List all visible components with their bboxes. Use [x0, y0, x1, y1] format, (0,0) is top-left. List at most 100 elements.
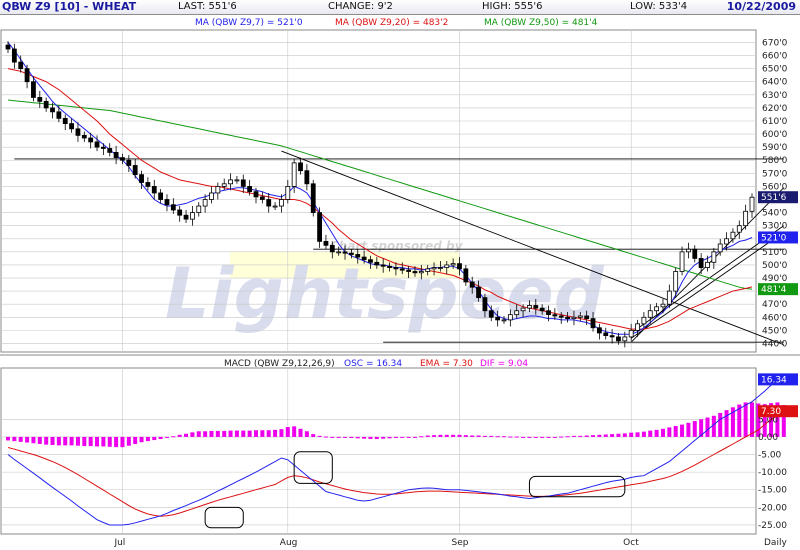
candle-body — [533, 305, 539, 309]
dif-bar — [591, 435, 596, 437]
candle-body — [31, 81, 36, 98]
dif-bar — [432, 435, 437, 437]
candle-body — [590, 318, 596, 329]
dif-bar — [514, 436, 519, 438]
candle-body — [234, 179, 240, 182]
dif-bar — [667, 427, 672, 437]
candle-body — [5, 44, 11, 50]
candle-body — [279, 199, 284, 207]
candle-body — [342, 251, 348, 254]
macd-tick-label: -10.00 — [758, 468, 787, 478]
dif-bar — [88, 436, 93, 447]
macd-grid — [1, 368, 756, 534]
price-grid — [1, 30, 756, 352]
candle-body — [164, 199, 170, 206]
candle-body — [412, 271, 418, 274]
dif-bar — [285, 427, 290, 437]
candle-body — [539, 307, 545, 312]
price-value-tag — [758, 283, 798, 296]
candle-body — [520, 307, 526, 312]
candle-body — [291, 162, 297, 187]
dif-bar — [50, 436, 55, 446]
macd-pane-frame — [0, 367, 757, 535]
dif-bar — [540, 436, 545, 438]
dif-bar — [476, 435, 481, 437]
osc-line — [7, 379, 778, 526]
macd-tick-label: -15.00 — [758, 486, 787, 496]
dif-bar — [419, 436, 424, 438]
candle-body — [43, 100, 49, 109]
macd-value-tag — [758, 405, 798, 418]
price-tick-label: 580'0 — [762, 156, 788, 166]
price-tick-label: 670'0 — [762, 38, 788, 48]
candle-body — [660, 303, 666, 308]
dif-bar — [381, 436, 386, 439]
candle-body — [711, 251, 717, 263]
price-tick-label: 640'0 — [762, 78, 788, 88]
candle-body — [126, 159, 132, 166]
dif-bar — [387, 436, 392, 439]
dif-bar — [139, 436, 144, 443]
trend-line — [630, 225, 785, 334]
dif-bar — [769, 403, 774, 437]
dif-bar — [317, 435, 322, 437]
dif-bar — [718, 412, 723, 437]
price-value-label: 521'0 — [761, 233, 787, 243]
candle-body — [450, 263, 456, 266]
dif-bar — [654, 429, 659, 437]
dif-bar — [311, 434, 316, 437]
dif-bar — [457, 434, 462, 437]
dif-bar — [463, 435, 468, 437]
candle-body — [368, 259, 373, 263]
dif-bar — [451, 434, 456, 437]
dif-bar — [234, 430, 239, 437]
low-value: LOW: 533'4 — [630, 1, 688, 12]
dif-bar — [502, 436, 506, 438]
dif-bar — [349, 436, 354, 438]
candle-body — [81, 134, 87, 139]
candle-body — [654, 306, 660, 312]
macd-value-label: 16.34 — [761, 375, 787, 385]
candle-body — [438, 267, 443, 269]
dif-bar — [133, 436, 138, 444]
watermark-brand-text: Lightspeed — [165, 253, 605, 335]
dif-bar — [743, 402, 748, 437]
candle-body — [374, 261, 380, 266]
dif-bar — [215, 430, 220, 437]
dif-bar — [775, 402, 780, 437]
ma50-legend: MA (QBW Z9,50) = 481'4 — [484, 18, 598, 28]
candle-body — [50, 107, 55, 113]
dif-bar — [444, 434, 449, 437]
dif-bar — [241, 430, 246, 437]
dif-bar — [552, 436, 557, 438]
dif-bar — [622, 433, 627, 437]
candle-body — [259, 196, 265, 200]
candle-body — [609, 335, 615, 338]
dif-bar — [571, 435, 576, 437]
candle-body — [336, 251, 342, 254]
dif-bar — [393, 436, 398, 438]
candle-body — [317, 212, 322, 242]
candle-body — [501, 319, 507, 322]
candle-body — [717, 243, 723, 253]
dif-bar — [616, 433, 621, 437]
x-tick-label: Sep — [451, 538, 468, 548]
candle-body — [120, 157, 125, 161]
dif-bar — [635, 432, 640, 437]
candle-body — [743, 210, 749, 227]
candle-body — [177, 209, 183, 216]
price-value-label: 551'6 — [761, 193, 787, 203]
dif-bar — [470, 435, 475, 437]
candle-body — [209, 192, 214, 200]
dif-bar — [629, 432, 634, 437]
candle-body — [393, 267, 399, 270]
candle-body — [641, 316, 647, 325]
candle-body — [482, 297, 488, 312]
candlesticks — [5, 41, 755, 348]
price-value-tag — [758, 191, 798, 204]
candle-body — [647, 310, 653, 318]
price-tick-label: 450'0 — [762, 326, 788, 336]
price-tick-label: 510'0 — [762, 248, 788, 258]
dif-bar — [781, 405, 786, 437]
dif-bar — [184, 433, 189, 437]
